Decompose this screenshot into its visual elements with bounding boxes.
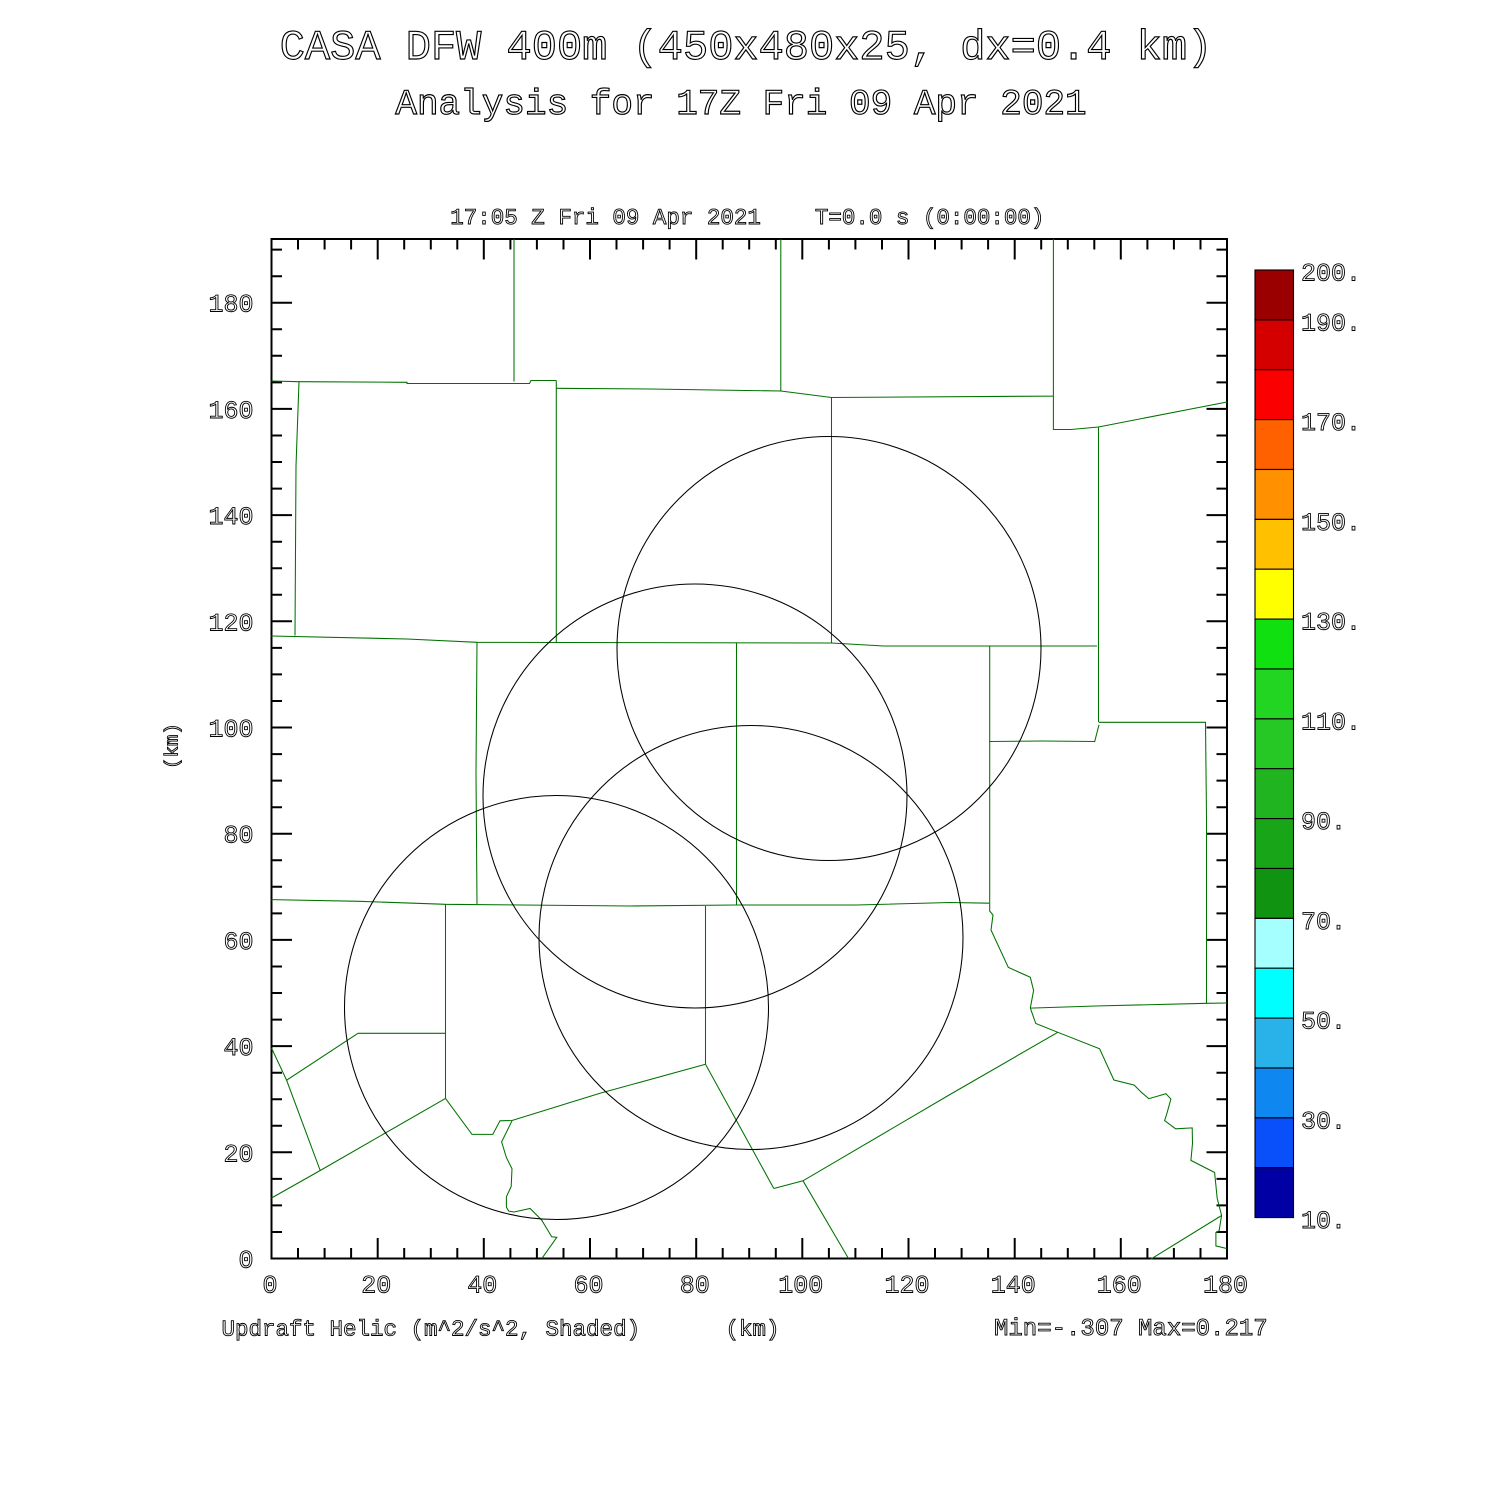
svg-text:160: 160 bbox=[1097, 1272, 1142, 1301]
svg-text:(km): (km) bbox=[162, 723, 184, 769]
svg-text:170.: 170. bbox=[1301, 409, 1361, 438]
svg-text:Updraft Helic (m^2/s^2, Shaded: Updraft Helic (m^2/s^2, Shaded) bbox=[222, 1317, 641, 1343]
svg-text:10.: 10. bbox=[1301, 1207, 1346, 1236]
svg-text:160: 160 bbox=[208, 397, 253, 426]
svg-text:120: 120 bbox=[884, 1272, 929, 1301]
svg-text:40: 40 bbox=[467, 1272, 497, 1301]
svg-text:Analysis for 17Z Fri 09 Apr 20: Analysis for 17Z Fri 09 Apr 2021 bbox=[395, 84, 1086, 125]
svg-text:190.: 190. bbox=[1301, 309, 1361, 338]
svg-text:60: 60 bbox=[223, 928, 253, 957]
svg-text:30.: 30. bbox=[1301, 1107, 1346, 1136]
svg-text:40: 40 bbox=[223, 1034, 253, 1063]
svg-text:CASA DFW 400m (450x480x25, dx=: CASA DFW 400m (450x480x25, dx=0.4 km) bbox=[280, 24, 1213, 72]
svg-text:0: 0 bbox=[262, 1272, 277, 1301]
svg-text:140: 140 bbox=[208, 503, 253, 532]
svg-text:180: 180 bbox=[1203, 1272, 1248, 1301]
svg-text:120: 120 bbox=[208, 609, 253, 638]
svg-text:17:05 Z Fri 09 Apr 2021 T=0: 17:05 Z Fri 09 Apr 2021 T=0.0 s (0:00:00… bbox=[450, 205, 1044, 231]
svg-text:80: 80 bbox=[680, 1272, 710, 1301]
svg-text:200.: 200. bbox=[1301, 260, 1361, 289]
svg-text:110.: 110. bbox=[1301, 708, 1361, 737]
svg-text:70.: 70. bbox=[1301, 908, 1346, 937]
svg-text:100: 100 bbox=[208, 716, 253, 745]
svg-text:180: 180 bbox=[208, 291, 253, 320]
svg-text:150.: 150. bbox=[1301, 509, 1361, 538]
svg-text:100: 100 bbox=[778, 1272, 823, 1301]
svg-text:50.: 50. bbox=[1301, 1008, 1346, 1037]
svg-text:(km): (km) bbox=[726, 1317, 780, 1343]
svg-text:Min=-.307 Max=0.217: Min=-.307 Max=0.217 bbox=[994, 1316, 1268, 1343]
svg-text:140: 140 bbox=[991, 1272, 1036, 1301]
svg-text:130.: 130. bbox=[1301, 609, 1361, 638]
svg-text:90.: 90. bbox=[1301, 808, 1346, 837]
svg-text:60: 60 bbox=[573, 1272, 603, 1301]
svg-text:20: 20 bbox=[361, 1272, 391, 1301]
svg-text:80: 80 bbox=[223, 822, 253, 851]
svg-text:20: 20 bbox=[223, 1140, 253, 1169]
svg-text:0: 0 bbox=[238, 1247, 253, 1276]
